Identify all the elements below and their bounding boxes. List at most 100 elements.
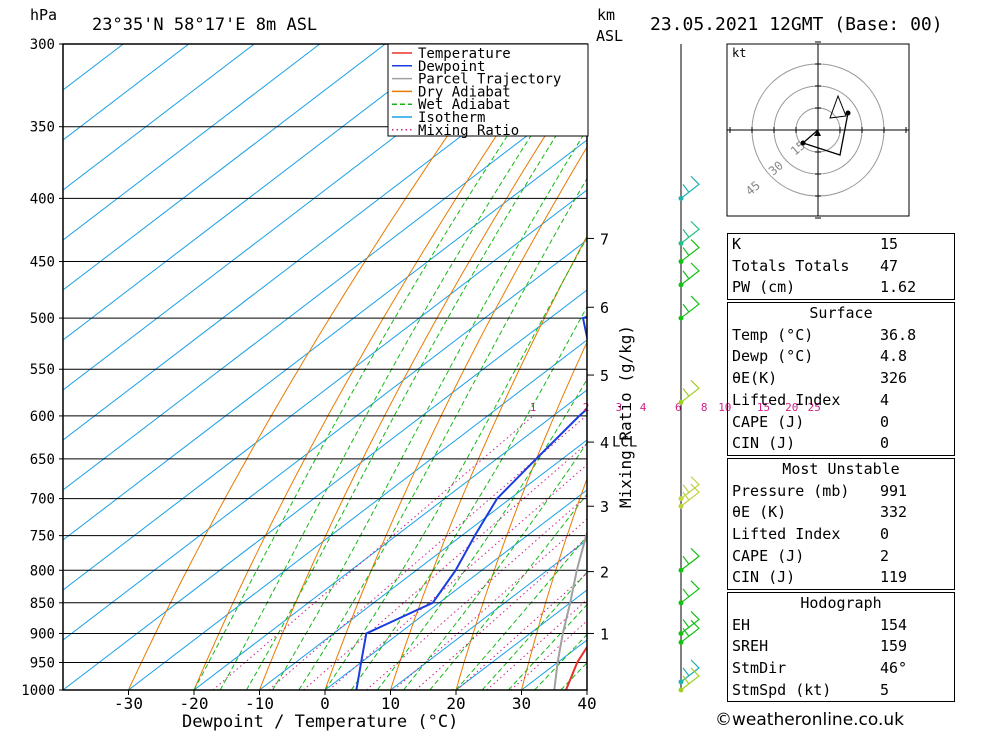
dry-adiabat-line [324,146,587,690]
surface-title: Surface [809,304,873,323]
dry-adiabat-line [193,44,559,690]
k-row: K 15 [732,235,899,253]
mixing-ratio-line [393,518,587,690]
km-tick-label: 3 [600,498,609,516]
dry-adiabat-line [455,340,587,690]
hodograph-stats-box: Hodograph EH 154 SREH 159 StmDir 46° StmSpd (k… [727,592,955,703]
most-unstable-row: Lifted Index 0 [732,524,890,543]
km-tick-label: 5 [600,367,609,385]
hodograph-stat-row: SREH 159 [732,637,908,656]
pressure-tick-label: 750 [30,529,55,545]
dry-adiabat-line [128,44,512,690]
isotherm-line [63,44,386,291]
isotherm-line [63,44,190,141]
parcel-trajectory-line [553,530,587,690]
wind-barb [680,239,700,263]
legend-label: Temperature [418,46,511,62]
temperature-tick-label: 30 [512,694,531,713]
surface-box: Surface Temp (°C) 36.8 Dewp (°C) 4.8 θE(K) 32… [727,302,955,456]
mixing-ratio-labels: 1 2 3 4 6 8 10 15 20 25 [530,401,821,414]
temperature-tick-label: -30 [114,694,143,713]
tt-row: Totals Totals 47 [732,256,899,275]
wind-barb [680,619,700,643]
temperature-tick-label: 40 [577,694,596,713]
dry-adiabat-line [521,477,587,690]
isotherm-line [63,44,124,91]
mixing-ratio-label: 4 [640,401,647,414]
mixing-ratio-line [456,572,587,690]
credit-text: ©weatheronline.co.uk [715,710,905,730]
hodograph-stats-title: Hodograph [800,594,882,612]
km-tick-label: 7 [600,230,609,248]
surface-row: Temp (°C) 36.8 [732,325,917,344]
hodograph-point [800,140,806,146]
storm-motion-marker [814,130,821,136]
wet-adiabat-line [245,85,587,690]
wind-barb [680,547,700,571]
temperature-tick-label: 20 [446,694,465,713]
legend-label: Isotherm [418,110,485,126]
pressure-tick-label: 800 [30,563,55,579]
indices-box: K 15 Totals Totals 47 PW (cm) 1.62 [727,233,955,301]
dry-adiabat-line [259,69,587,690]
pressure-tick-label: 550 [30,362,55,378]
surface-row: CAPE (J) 0 [732,412,890,431]
pressure-tick-label: 600 [30,409,55,425]
dry-adiabat-line [390,234,587,690]
pw-row: PW (cm) 1.62 [732,278,917,297]
km-tick-label: 2 [600,564,609,582]
mixing-ratio-label: 2 [583,401,590,414]
hodograph-arrow [829,94,847,119]
legend-label: Wet Adiabat [418,97,511,113]
hodograph-unit: kt [732,46,746,60]
isotherm-line [63,289,587,690]
wet-adiabat-line [376,378,587,690]
pressure-tick-label: 650 [30,452,55,468]
asl-label: ASL [596,27,623,45]
mixing-ratio-line [486,598,587,690]
pressure-tick-label: 700 [30,492,55,508]
wind-barb [680,659,700,683]
wind-barb [680,611,700,634]
hpa-label: hPa [30,6,57,24]
wet-adiabat-line [193,44,570,690]
most-unstable-row: θE (K) 332 [732,503,908,522]
isotherm-line [324,489,587,690]
pressure-tick-label: 300 [30,37,55,53]
profile-lines [355,315,587,690]
wind-profile [678,44,700,693]
mixing-ratio-label: 15 [757,401,770,414]
hodograph-stat-row: EH 154 [732,615,908,634]
mixing-ratio-label: 20 [785,401,798,414]
stats-panel: K 15 Totals Totals 47 PW (cm) 1.62 Surface … [727,233,955,704]
wet-adiabat-line [508,603,587,690]
wind-barb [680,580,700,604]
background-lines [63,44,587,690]
isotherm-line [63,139,587,541]
most-unstable-box: Most Unstable Pressure (mb) 991 θE (K) 332 L… [727,457,955,590]
hodograph-point [845,110,851,116]
legend-box [387,43,589,137]
km-tick-label: 4 [600,434,609,452]
hodograph-stat-row: StmDir 46° [732,659,908,678]
wind-barb [680,220,700,244]
wind-barb [680,379,700,403]
legend-label: Mixing Ratio [418,123,519,139]
temperature-tick-label: 0 [320,694,330,713]
wet-adiabat-line [219,49,587,690]
location-title: 23°35'N 58°17'E 8m ASL [92,15,317,35]
km-tick-label: 6 [600,299,609,317]
wind-barb [680,483,700,507]
mixing-ratio-axis-label: Mixing Ratio (g/kg) [616,325,635,508]
wind-barb [680,476,700,500]
isotherm-line [63,89,587,491]
mixing-ratio-label: 10 [718,401,731,414]
legend-label: Dewpoint [418,59,485,75]
mixing-ratio-label: 8 [701,401,708,414]
legend-label: Parcel Trajectory [418,72,561,88]
isotherm-line [390,539,587,690]
mixing-ratio-label: 1 [530,401,537,414]
mixing-ratio-line [212,415,534,690]
